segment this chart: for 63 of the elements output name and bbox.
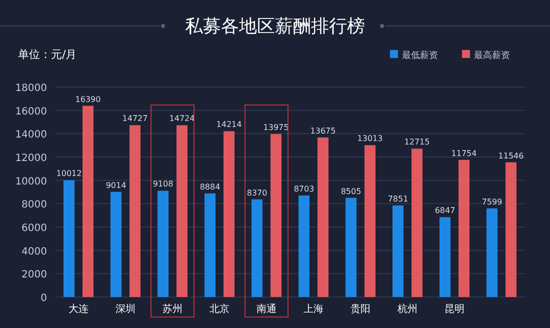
data-label: 8505 (340, 186, 362, 196)
data-label: 6847 (434, 206, 456, 216)
y-tick-label: 10000 (15, 176, 47, 188)
bar (130, 125, 140, 297)
data-label: 7599 (482, 197, 502, 206)
legend-label: 最低薪资 (402, 50, 438, 61)
data-label: 8703 (294, 184, 314, 194)
bar (506, 162, 516, 297)
data-label: 7851 (388, 194, 408, 204)
bar (158, 190, 168, 297)
bar (204, 193, 216, 297)
chart-title: 私募各地区薪酬排行榜 (185, 16, 365, 37)
legend-label: 最高薪资 (474, 50, 510, 61)
data-label: 9108 (152, 180, 174, 189)
data-label: 14727 (122, 114, 148, 124)
data-label: 13975 (263, 122, 289, 132)
x-tick-label: 南通 (256, 303, 276, 315)
bar (318, 137, 328, 297)
data-label: 13013 (357, 134, 383, 144)
y-tick-label: 8000 (22, 200, 47, 211)
x-tick-label: 北京 (210, 303, 230, 315)
x-tick-label: 深圳 (116, 303, 136, 315)
data-label: 13675 (310, 126, 336, 136)
bar (252, 199, 262, 297)
x-tick-label: 贵阳 (350, 303, 370, 315)
bar (412, 148, 422, 297)
data-label: 11754 (451, 148, 477, 158)
data-label: 11546 (498, 151, 524, 160)
y-tick-label: 12000 (15, 153, 47, 164)
x-tick-label: 杭州 (396, 303, 418, 315)
y-tick-label: 16000 (15, 106, 47, 118)
data-label: 14724 (169, 114, 195, 124)
bar (440, 217, 450, 297)
y-tick-label: 2000 (22, 270, 47, 281)
y-tick-label: 4000 (22, 246, 47, 258)
bar (176, 125, 188, 297)
x-tick-label: 昆明 (444, 304, 464, 315)
data-label: 8370 (246, 188, 268, 198)
data-label: 12715 (404, 138, 430, 147)
x-tick-label: 苏州 (162, 303, 182, 315)
data-label: 9014 (106, 180, 126, 190)
y-axis-title: 单位：元/月 (18, 48, 77, 61)
data-label: 14214 (216, 120, 242, 130)
bar (110, 192, 122, 297)
data-label: 10012 (56, 169, 82, 178)
bar (364, 145, 376, 297)
bar (392, 205, 404, 297)
bar (486, 208, 498, 297)
data-label: 8884 (200, 182, 220, 192)
bar (270, 134, 282, 297)
y-tick-label: 6000 (22, 223, 47, 234)
bar (224, 131, 234, 297)
x-tick-label: 大连 (68, 303, 88, 315)
bar (64, 180, 74, 297)
y-tick-label: 18000 (15, 83, 47, 94)
data-label: 16390 (75, 94, 101, 104)
bar (82, 106, 94, 297)
bar (298, 195, 310, 297)
bar (346, 198, 356, 297)
y-tick-label: 14000 (15, 130, 47, 141)
x-tick-label: 上海 (304, 303, 324, 315)
bar (458, 160, 470, 297)
y-tick-label: 0 (40, 293, 47, 304)
